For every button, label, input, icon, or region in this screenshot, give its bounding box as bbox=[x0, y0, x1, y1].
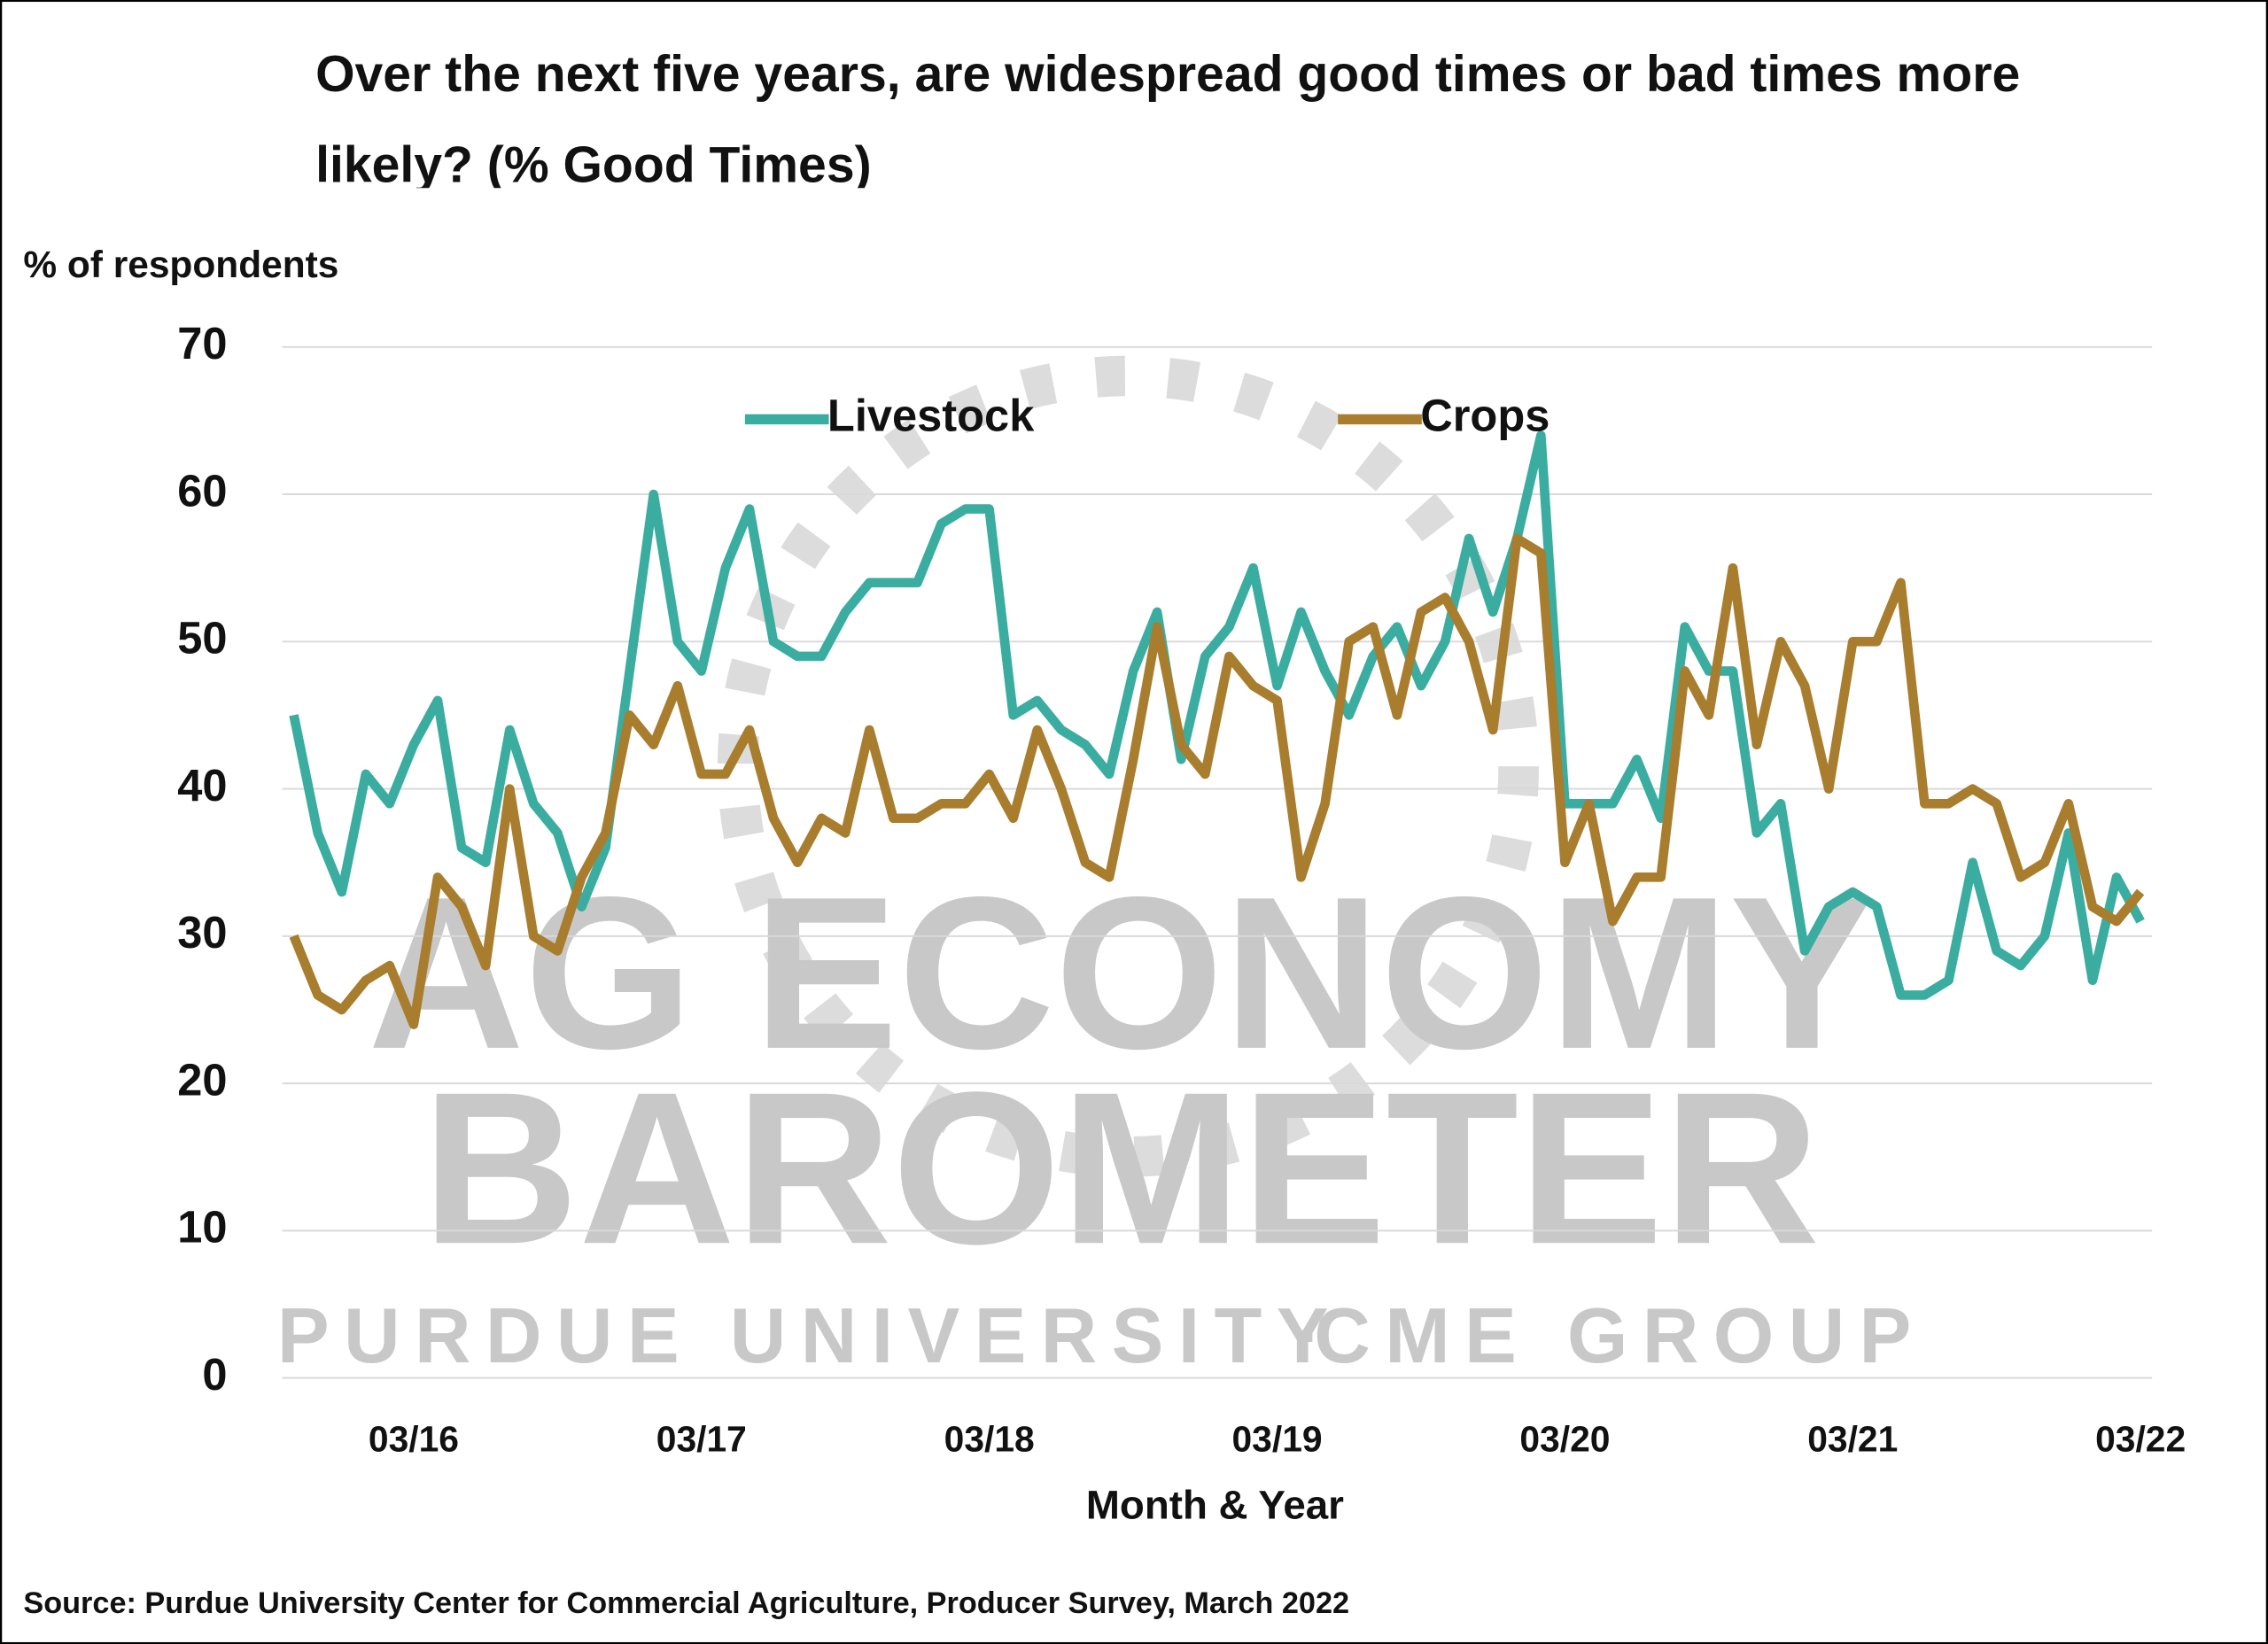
line-series bbox=[289, 533, 2145, 1029]
legend-label: Livestock bbox=[827, 391, 1035, 441]
x-tick-label: 03/21 bbox=[1807, 1418, 1898, 1459]
x-tick-label: 03/16 bbox=[369, 1418, 459, 1459]
y-tick-label: 70 bbox=[177, 318, 227, 368]
y-tick-label: 0 bbox=[202, 1349, 227, 1400]
y-tick-label: 30 bbox=[177, 907, 227, 958]
y-tick-label: 40 bbox=[177, 760, 227, 810]
y-tick-label: 50 bbox=[177, 613, 227, 663]
watermark-text: PURDUE UNIVERSITY bbox=[277, 1291, 1343, 1379]
x-tick-label: 03/19 bbox=[1231, 1418, 1322, 1459]
y-axis-label: % of respondents bbox=[23, 244, 338, 285]
x-axis-label: Month & Year bbox=[1086, 1483, 1344, 1528]
watermark-text: CME GROUP bbox=[1314, 1291, 1925, 1379]
x-tick-label: 03/20 bbox=[1519, 1418, 1610, 1459]
source: Source: Purdue University Center for Com… bbox=[23, 1586, 1349, 1620]
chart-title: Over the next five years, are widespread… bbox=[315, 46, 2021, 189]
x-tick-label: 03/18 bbox=[944, 1418, 1035, 1459]
watermark: AG ECONOMY BAROMETER PURDUE UNIVERSITY ·… bbox=[277, 355, 1925, 1379]
legend-label: Crops bbox=[1420, 391, 1550, 441]
watermark-text: BAROMETER bbox=[422, 1046, 1820, 1289]
y-tick-label: 20 bbox=[177, 1054, 227, 1105]
watermark-gauge bbox=[717, 355, 1540, 1177]
title-box: Over the next five years, are widespread… bbox=[315, 46, 2021, 189]
x-tick-label: 03/22 bbox=[2095, 1418, 2186, 1459]
y-tick-label: 60 bbox=[177, 465, 227, 516]
watermark-text: AG ECONOMY bbox=[368, 851, 1874, 1094]
line-series bbox=[289, 430, 2145, 1000]
watermark-text: · bbox=[1296, 1291, 1322, 1379]
y-tick-label: 10 bbox=[177, 1202, 227, 1252]
x-tick-label: 03/17 bbox=[656, 1418, 747, 1459]
